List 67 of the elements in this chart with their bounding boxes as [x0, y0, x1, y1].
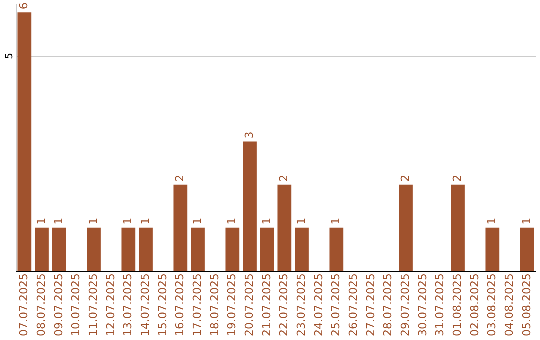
data-label: 2	[278, 174, 291, 182]
bar	[191, 228, 205, 271]
bar	[35, 228, 49, 271]
bar	[226, 228, 240, 271]
data-label: 6	[18, 2, 31, 10]
bar	[139, 228, 153, 271]
x-tick-label: 16.07.2025	[174, 274, 187, 336]
x-tick-label: 22.07.2025	[278, 274, 291, 336]
y-tick-label: 5	[4, 52, 16, 60]
x-tick-label: 08.07.2025	[35, 274, 48, 336]
bar	[122, 228, 136, 271]
x-tick-label: 31.07.2025	[434, 274, 447, 336]
x-tick-label: 26.07.2025	[347, 274, 360, 336]
x-tick-label: 21.07.2025	[260, 274, 274, 336]
data-label: 2	[451, 174, 464, 182]
x-tick-label: 18.07.2025	[208, 274, 222, 336]
data-label: 1	[87, 218, 100, 225]
bar	[243, 142, 257, 271]
x-tick-label: 17.07.2025	[191, 274, 204, 336]
data-label: 1	[35, 218, 48, 225]
x-tick-label: 29.07.2025	[399, 274, 412, 336]
x-tick-label: 20.07.2025	[243, 274, 256, 336]
x-tick-label: 14.07.2025	[139, 274, 152, 336]
data-label: 1	[295, 218, 308, 225]
bar	[278, 184, 292, 271]
x-tick-label: 07.07.2025	[18, 274, 31, 336]
x-tick-label: 12.07.2025	[104, 274, 118, 336]
bar	[399, 184, 413, 271]
x-tick-label: 03.08.2025	[486, 274, 499, 336]
x-tick-label: 01.08.2025	[451, 274, 464, 336]
x-tick-label: 05.08.2025	[520, 274, 534, 336]
x-tick-label: 23.07.2025	[295, 274, 308, 336]
bar	[451, 184, 465, 271]
bar	[174, 184, 188, 271]
x-tick-label: 13.07.2025	[122, 274, 135, 336]
bar	[18, 12, 32, 271]
x-tick-label: 09.07.2025	[52, 274, 66, 336]
x-tick-label: 19.07.2025	[226, 274, 239, 336]
data-label: 1	[520, 218, 534, 225]
data-label: 1	[330, 218, 343, 225]
data-label: 1	[226, 218, 239, 225]
x-tick-label: 24.07.2025	[312, 274, 326, 336]
x-tick-label: 28.07.2025	[382, 274, 395, 336]
bar	[330, 228, 344, 271]
data-label: 1	[52, 218, 66, 225]
bar	[520, 228, 534, 271]
data-label: 3	[243, 132, 256, 139]
x-tick-label: 11.07.2025	[87, 274, 100, 336]
data-label: 1	[191, 218, 204, 225]
x-tick-label: 27.07.2025	[364, 274, 378, 336]
data-label: 1	[486, 218, 499, 225]
x-tick-label: 15.07.2025	[156, 274, 170, 336]
x-tick-label: 10.07.2025	[70, 274, 83, 336]
bar	[52, 228, 66, 271]
bar	[260, 228, 274, 271]
data-label: 1	[139, 218, 152, 225]
data-label: 1	[260, 218, 274, 225]
data-label: 1	[122, 218, 135, 225]
x-tick-label: 02.08.2025	[468, 274, 482, 336]
x-tick-label: 04.08.2025	[503, 274, 516, 336]
bar	[486, 228, 500, 271]
data-label: 2	[174, 174, 187, 182]
x-tick-label: 30.07.2025	[416, 274, 430, 336]
bar	[295, 228, 309, 271]
data-label: 2	[399, 174, 412, 182]
x-tick-label: 25.07.2025	[330, 274, 343, 336]
bar	[87, 228, 101, 271]
